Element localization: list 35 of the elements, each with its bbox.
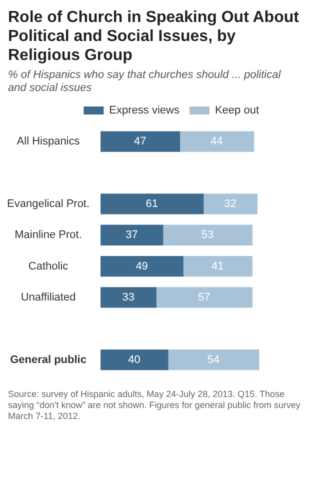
- bar: [162, 224, 252, 246]
- data-label: 32: [224, 198, 236, 210]
- bar: [100, 194, 204, 214]
- data-label: 53: [201, 229, 214, 242]
- data-label: 47: [134, 136, 146, 148]
- data-label: 37: [126, 229, 138, 242]
- bar: [100, 256, 184, 277]
- bar: [100, 349, 168, 370]
- data-label: 44: [210, 136, 223, 148]
- data-label: 49: [136, 260, 148, 272]
- data-label: 40: [128, 354, 140, 366]
- source-note: Source: survey of Hispanic adults, May 24-July 28, 2013. Q15. Those saying “don't know” are not shown. Figures for general public from survey March 7-11, 2012.: [8, 389, 301, 422]
- y-tick-label: General public: [10, 354, 86, 366]
- y-tick-label: Catholic: [28, 260, 69, 272]
- legend-label: Express views: [109, 104, 180, 117]
- data-label: 54: [207, 354, 220, 366]
- chart-subtitle: % of Hispanics who say that churches should ... political and social issues: [8, 69, 282, 95]
- data-label: 33: [122, 291, 134, 304]
- bar: [168, 349, 260, 370]
- y-tick-label: All Hispanics: [16, 136, 80, 148]
- bar: [100, 224, 164, 246]
- data-label: 41: [211, 260, 224, 272]
- bar: [182, 256, 252, 277]
- bar: [202, 194, 258, 214]
- legend-label: Keep out: [214, 104, 260, 117]
- data-label: 61: [146, 198, 158, 210]
- data-label: 57: [198, 291, 210, 304]
- bar: [179, 131, 254, 152]
- bar: [100, 287, 156, 308]
- chart-title: Role of Church in Speaking Out About Political and Social Issues, by Religious Group: [8, 8, 300, 65]
- bar: [100, 131, 180, 152]
- bar: [156, 287, 252, 308]
- y-tick-label: Unaffiliated: [20, 291, 76, 304]
- y-tick-label: Evangelical Prot.: [7, 198, 90, 210]
- y-tick-label: Mainline Prot.: [14, 229, 82, 242]
